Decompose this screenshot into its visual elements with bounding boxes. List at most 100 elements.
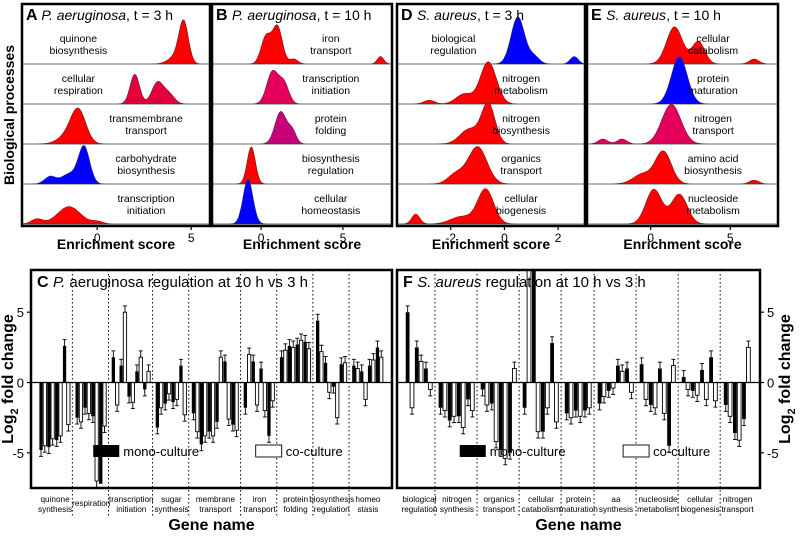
bar-co-culture <box>234 382 239 431</box>
bar-mono-culture <box>295 344 299 383</box>
bar-co-culture <box>355 368 360 384</box>
bar-co-culture <box>270 382 275 402</box>
bar-mono-culture <box>456 382 461 417</box>
y-tick-label: 5 <box>17 305 24 320</box>
group-label: aa synthesis <box>599 495 633 514</box>
bar-co-culture <box>568 382 574 419</box>
bar-co-culture <box>283 349 288 383</box>
bar-co-culture <box>746 346 751 384</box>
bar-co-culture <box>512 368 517 384</box>
panel-frame <box>20 2 212 228</box>
bar-co-culture <box>736 382 742 441</box>
bar-mono-culture <box>39 382 43 450</box>
bar-co-culture <box>146 370 151 384</box>
bar-co-culture <box>262 382 267 412</box>
panel-title: D S. aureus, t = 3 h <box>401 7 524 24</box>
bar-mono-culture <box>287 345 291 383</box>
bar-co-culture <box>254 382 260 406</box>
bar-mono-culture <box>667 382 671 446</box>
bar-mono-culture <box>700 369 704 383</box>
bar-co-culture <box>130 382 135 403</box>
bar-mono-culture <box>625 368 629 383</box>
group-label: protein maturation <box>559 495 598 514</box>
x-axis-label: Enrichment score <box>432 236 550 252</box>
bar-co-culture <box>442 382 448 412</box>
bar-co-culture <box>247 353 252 383</box>
bar-co-culture <box>379 356 384 383</box>
x-axis-label: Gene name <box>168 517 254 534</box>
ridge-density-D-3 <box>397 146 585 185</box>
bar-co-culture <box>298 339 304 383</box>
ridge-category-label: biological regulation <box>430 33 476 57</box>
ridge-density-E-3 <box>587 150 778 185</box>
bar-mono-culture <box>267 382 271 436</box>
group-label: organics transport <box>483 495 516 514</box>
bar-mono-culture <box>259 368 263 383</box>
bar-co-culture <box>363 382 368 400</box>
y-axis-label: Log2 fold change <box>0 314 21 444</box>
x-tick-label: -2 <box>445 231 456 245</box>
bar-co-culture <box>166 382 172 395</box>
bar-mono-culture <box>215 382 219 422</box>
group-label: transcription initiation <box>109 495 154 514</box>
bar-mono-culture <box>424 368 428 383</box>
y-tick-label: 0 <box>767 376 774 391</box>
panel-title: C P. aeruginosa regulation at 10 h vs 3 … <box>37 274 308 291</box>
ridge-density-E-1 <box>587 56 778 105</box>
bar-mono-culture <box>62 345 67 383</box>
bar-co-culture <box>203 382 208 437</box>
ridge-category-label: organics transport <box>500 153 542 177</box>
bar-mono-culture <box>723 382 728 405</box>
bar-co-culture <box>102 382 107 427</box>
group-label: cellular biogenesis <box>680 495 719 514</box>
bar-mono-culture <box>742 382 746 420</box>
group-label: respiration <box>72 499 111 508</box>
bar-mono-culture <box>316 320 320 383</box>
bar-mono-culture <box>323 362 328 383</box>
ridge-density-E-0 <box>587 26 778 65</box>
x-tick-label: 5 <box>727 231 734 245</box>
group-label: quinone synthesis <box>38 495 72 514</box>
bar-co-culture <box>713 382 718 402</box>
bar-mono-culture <box>466 382 470 400</box>
ridge-category-label: nucleoside metabolism <box>686 193 740 217</box>
y-tick-label: 0 <box>17 376 24 391</box>
bar-co-culture <box>619 370 625 384</box>
bar-co-culture <box>493 382 499 443</box>
legend-label-mono: mono-culture <box>490 444 566 459</box>
bar-mono-culture <box>550 343 554 383</box>
bar-co-culture <box>427 382 433 390</box>
legend-label-co: co-culture <box>653 444 710 459</box>
bar-mono-culture <box>191 382 196 414</box>
ridge-density-A-0 <box>22 19 210 65</box>
bar-mono-culture <box>733 382 737 434</box>
bar-co-culture <box>703 382 709 400</box>
ridge-category-label: cellular homeostasis <box>301 193 360 217</box>
bar-mono-culture <box>75 382 79 418</box>
bar-co-culture <box>409 382 415 409</box>
ridge-category-label: nitrogen biosynthesis <box>492 113 550 137</box>
panel-frame <box>29 268 394 490</box>
bar-co-culture <box>535 382 541 433</box>
legend-swatch-co <box>622 444 650 458</box>
ridge-category-label: protein folding <box>315 113 347 137</box>
bar-mono-culture <box>303 341 307 383</box>
panel-title: A P. aeruginosa, t = 3 h <box>26 7 173 24</box>
bar-mono-culture <box>639 364 644 383</box>
group-label: nucleoside metabolism <box>637 495 679 514</box>
ridge-category-label: carbohydrate biosynthesis <box>115 153 176 177</box>
bar-co-culture <box>66 382 71 426</box>
bar-co-culture <box>210 382 216 437</box>
bar-co-culture <box>694 382 700 396</box>
bar-co-culture <box>418 360 424 383</box>
panel-frame <box>395 268 762 490</box>
bar-co-culture <box>182 382 187 416</box>
bar-co-culture <box>78 382 84 423</box>
bar-co-culture <box>42 382 47 447</box>
bar-mono-culture <box>119 365 123 383</box>
ridge-density-B-2 <box>212 111 392 145</box>
group-label: biosynthesis regulation <box>309 495 354 514</box>
ridge-density-A-2 <box>22 107 210 145</box>
x-axis-label: Enrichment score <box>57 236 175 252</box>
